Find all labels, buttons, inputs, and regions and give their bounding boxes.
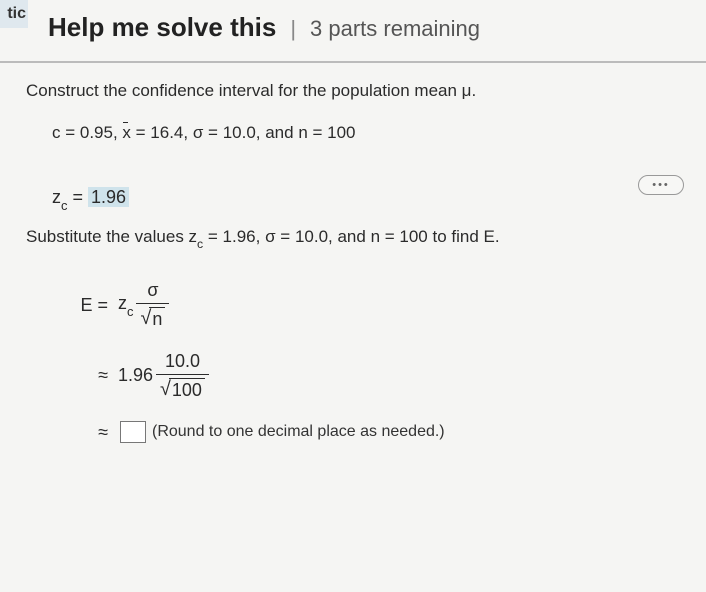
given-prefix: c = 0.95, xyxy=(52,123,122,142)
row2-sqrt: √ 100 xyxy=(160,378,205,402)
row2-fraction: 10.0 √ 100 xyxy=(156,350,209,403)
row1-sqrt-arg: n xyxy=(149,307,165,331)
row2-lhs: ≈ xyxy=(62,364,108,387)
zc-result-line: zc = 1.96 xyxy=(52,187,680,211)
header-separator: | xyxy=(290,16,296,42)
zc-sub: c xyxy=(61,198,67,213)
x-bar-symbol: x xyxy=(122,123,131,143)
more-options-button[interactable]: ••• xyxy=(638,175,684,195)
zc-eq: = xyxy=(67,187,88,207)
row1-coef-var: z xyxy=(118,293,127,313)
row1-sqrt: √ n xyxy=(140,307,165,331)
row1-lhs: E = xyxy=(62,294,108,317)
side-tab: tic xyxy=(0,0,28,28)
row1-coef-sub: c xyxy=(127,304,133,319)
given-values: c = 0.95, x = 16.4, σ = 10.0, and n = 10… xyxy=(52,123,680,143)
row1-denominator: √ n xyxy=(136,303,169,331)
row2-coef: 1.96 xyxy=(118,364,153,387)
row3-lhs: ≈ xyxy=(62,421,108,444)
sqrt-icon: √ xyxy=(160,380,171,404)
side-tab-label: tic xyxy=(7,5,26,23)
formula-row-3: ≈ (Round to one decimal place as needed.… xyxy=(62,421,680,444)
sub-instr-pre: Substitute the values z xyxy=(26,227,197,246)
zc-var: z xyxy=(52,187,61,207)
problem-instruction: Construct the confidence interval for th… xyxy=(26,81,680,101)
row2-sqrt-arg: 100 xyxy=(169,378,205,402)
row1-numerator: σ xyxy=(143,279,162,303)
sqrt-icon: √ xyxy=(140,309,151,333)
header: Help me solve this | 3 parts remaining xyxy=(0,0,706,63)
zc-value-highlight: 1.96 xyxy=(88,187,129,207)
formula-row-1: E = zc σ √ n xyxy=(62,279,680,332)
given-rest: = 16.4, σ = 10.0, and n = 100 xyxy=(131,123,356,142)
ellipsis-icon: ••• xyxy=(652,179,670,191)
sub-instr-post: = 1.96, σ = 10.0, and n = 100 to find E. xyxy=(203,227,499,246)
math-derivation: E = zc σ √ n ≈ 1.96 10.0 xyxy=(62,279,680,444)
row1-fraction: σ √ n xyxy=(136,279,169,332)
content-area: Construct the confidence interval for th… xyxy=(0,63,706,444)
rounding-hint: (Round to one decimal place as needed.) xyxy=(152,422,445,443)
row2-numerator: 10.0 xyxy=(161,350,204,374)
sub-instr-sub: c xyxy=(197,237,203,251)
answer-input[interactable] xyxy=(120,421,146,443)
substitute-instruction: Substitute the values zc = 1.96, σ = 10.… xyxy=(26,227,680,249)
row1-coef: zc xyxy=(118,292,133,318)
page-title: Help me solve this xyxy=(48,12,276,43)
parts-remaining: 3 parts remaining xyxy=(310,16,480,42)
row2-denominator: √ 100 xyxy=(156,374,209,402)
formula-row-2: ≈ 1.96 10.0 √ 100 xyxy=(62,350,680,403)
